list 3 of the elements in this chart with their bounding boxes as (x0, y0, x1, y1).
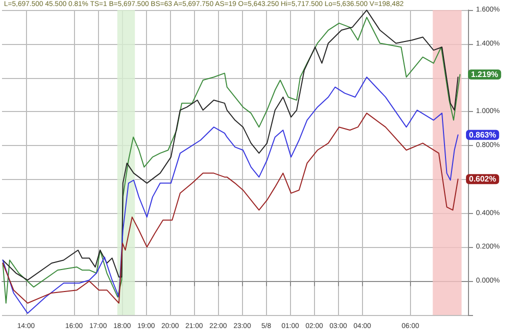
data-label: 1.219% (470, 70, 498, 80)
data-label: 0.602% (468, 174, 496, 184)
data-label: 0.863% (468, 130, 496, 140)
